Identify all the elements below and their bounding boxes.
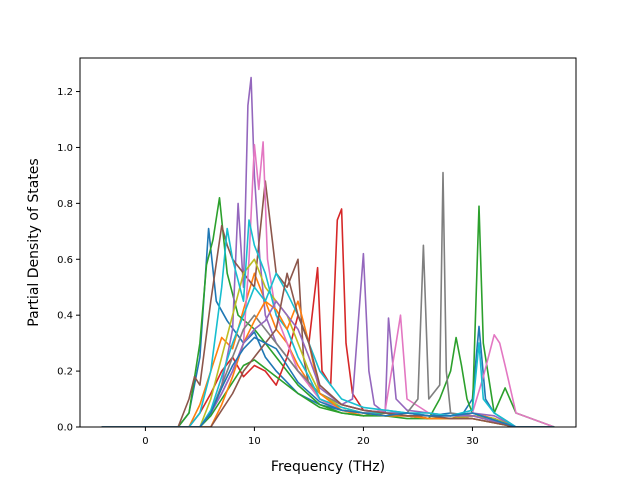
pdos-series-line-10 [101, 219, 555, 427]
y-axis-ticks: 0.0 0.2 0.4 0.6 0.8 1.0 1.2 [57, 87, 80, 434]
y-tick-label: 0.0 [57, 423, 73, 434]
series-layer [101, 76, 555, 427]
pdos-series-line-2 [101, 272, 555, 427]
plot-frame [79, 57, 577, 428]
x-axis-ticks: 0 10 20 30 [142, 427, 479, 447]
x-tick-label: 20 [357, 436, 370, 447]
y-tick-label: 1.2 [57, 87, 73, 98]
pdos-series-line-15 [101, 272, 555, 427]
x-axis-label: Frequency (THz) [271, 459, 385, 475]
pdos-series-line-1 [101, 227, 555, 427]
x-tick-label: 30 [466, 436, 479, 447]
pdos-series-line-9 [101, 258, 555, 427]
y-tick-label: 0.8 [57, 199, 73, 210]
pdos-series-line-16 [101, 336, 555, 427]
x-tick-label: 10 [248, 436, 261, 447]
y-tick-label: 0.6 [57, 255, 73, 266]
y-tick-label: 0.4 [57, 311, 73, 322]
x-tick-label: 0 [142, 436, 148, 447]
y-axis-label: Partial Density of States [26, 158, 42, 326]
y-tick-label: 1.0 [57, 143, 73, 154]
y-tick-label: 0.2 [57, 367, 73, 378]
